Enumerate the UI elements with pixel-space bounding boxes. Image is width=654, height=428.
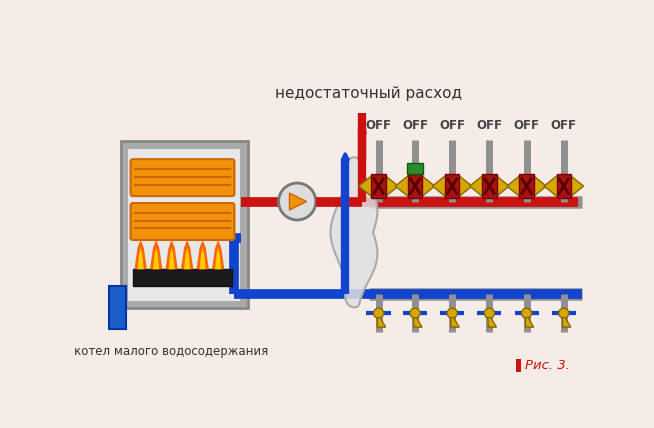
Text: недостаточный расход: недостаточный расход bbox=[275, 86, 462, 101]
Polygon shape bbox=[137, 248, 144, 269]
Text: Рис. 3.: Рис. 3. bbox=[525, 359, 570, 372]
Polygon shape bbox=[359, 175, 373, 197]
Polygon shape bbox=[184, 248, 190, 269]
Circle shape bbox=[485, 308, 494, 318]
Circle shape bbox=[410, 308, 420, 318]
FancyBboxPatch shape bbox=[120, 141, 248, 308]
Polygon shape bbox=[212, 240, 224, 269]
FancyBboxPatch shape bbox=[557, 174, 571, 198]
Text: OFF: OFF bbox=[439, 119, 465, 132]
Polygon shape bbox=[451, 318, 459, 327]
Polygon shape bbox=[470, 175, 483, 197]
FancyBboxPatch shape bbox=[131, 203, 234, 240]
Polygon shape bbox=[150, 240, 162, 269]
Polygon shape bbox=[153, 248, 160, 269]
Polygon shape bbox=[544, 175, 558, 197]
FancyBboxPatch shape bbox=[407, 174, 422, 198]
Text: OFF: OFF bbox=[513, 119, 540, 132]
Text: OFF: OFF bbox=[476, 119, 502, 132]
Polygon shape bbox=[421, 175, 435, 197]
Polygon shape bbox=[532, 175, 546, 197]
Polygon shape bbox=[395, 175, 409, 197]
Polygon shape bbox=[135, 240, 147, 269]
Polygon shape bbox=[413, 318, 422, 327]
Polygon shape bbox=[196, 240, 209, 269]
Polygon shape bbox=[507, 175, 521, 197]
Polygon shape bbox=[169, 248, 175, 269]
FancyBboxPatch shape bbox=[371, 174, 386, 198]
FancyBboxPatch shape bbox=[445, 174, 460, 198]
Circle shape bbox=[373, 308, 384, 318]
Polygon shape bbox=[458, 175, 472, 197]
Polygon shape bbox=[385, 175, 398, 197]
Polygon shape bbox=[215, 248, 221, 269]
Polygon shape bbox=[488, 318, 496, 327]
Polygon shape bbox=[562, 318, 571, 327]
FancyBboxPatch shape bbox=[133, 269, 232, 286]
Circle shape bbox=[447, 308, 457, 318]
Polygon shape bbox=[290, 193, 307, 210]
FancyBboxPatch shape bbox=[516, 360, 521, 372]
Polygon shape bbox=[570, 175, 583, 197]
Text: OFF: OFF bbox=[402, 119, 428, 132]
Polygon shape bbox=[525, 318, 534, 327]
Polygon shape bbox=[377, 318, 386, 327]
FancyBboxPatch shape bbox=[519, 174, 534, 198]
Text: OFF: OFF bbox=[551, 119, 577, 132]
FancyBboxPatch shape bbox=[407, 163, 423, 174]
Polygon shape bbox=[330, 157, 377, 307]
Circle shape bbox=[559, 308, 569, 318]
Circle shape bbox=[279, 183, 316, 220]
FancyBboxPatch shape bbox=[131, 159, 234, 196]
Polygon shape bbox=[165, 240, 178, 269]
Circle shape bbox=[521, 308, 532, 318]
Polygon shape bbox=[432, 175, 446, 197]
FancyBboxPatch shape bbox=[127, 148, 241, 302]
Text: OFF: OFF bbox=[366, 119, 392, 132]
Polygon shape bbox=[495, 175, 509, 197]
Polygon shape bbox=[181, 240, 194, 269]
Text: котел малого водосодержания: котел малого водосодержания bbox=[74, 345, 268, 358]
FancyBboxPatch shape bbox=[109, 286, 126, 329]
Polygon shape bbox=[199, 248, 206, 269]
FancyBboxPatch shape bbox=[482, 174, 496, 198]
